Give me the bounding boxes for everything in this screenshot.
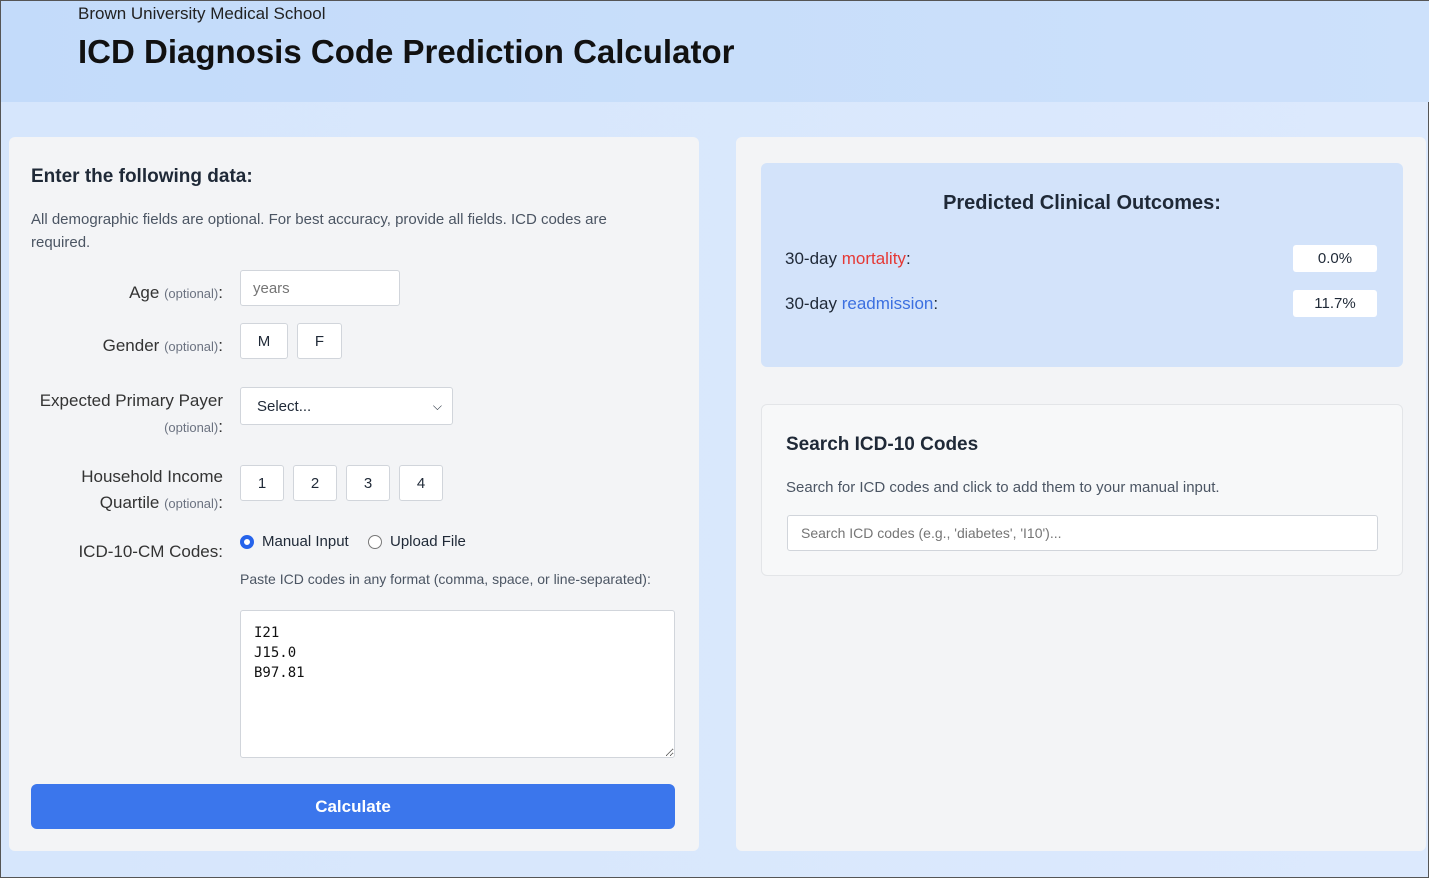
icd-hint: Paste ICD codes in any format (comma, sp… (240, 571, 651, 587)
payer-label: Expected Primary Payer (optional): (39, 391, 223, 436)
income-2-button[interactable]: 2 (293, 465, 337, 501)
radio-selected-icon (240, 534, 254, 549)
optional-tag: (optional) (164, 420, 219, 435)
chevron-down-icon: ⌵ (432, 398, 442, 413)
mortality-label: 30-day mortality: (785, 249, 911, 268)
income-1-button[interactable]: 1 (240, 465, 284, 501)
radio-icon (368, 534, 382, 549)
age-label: Age (optional): (129, 283, 223, 302)
readmission-prefix: 30-day (785, 294, 842, 313)
upload-file-radio[interactable]: Upload File (368, 533, 466, 550)
manual-input-label: Manual Input (262, 533, 349, 550)
search-title: Search ICD-10 Codes (786, 434, 979, 455)
optional-tag: (optional) (164, 286, 219, 301)
mortality-prefix: 30-day (785, 249, 842, 268)
mortality-term: mortality (841, 249, 906, 268)
income-label: Household Income Quartile (optional): (81, 467, 223, 512)
income-label-text2: Quartile (99, 493, 160, 512)
age-input[interactable] (240, 270, 400, 306)
income-label-text: Household Income (81, 467, 223, 486)
outcomes-title: Predicted Clinical Outcomes: (943, 192, 1221, 214)
icd-search-input[interactable] (787, 515, 1378, 551)
form-intro: All demographic fields are optional. For… (31, 211, 607, 251)
form-heading: Enter the following data: (31, 166, 253, 187)
icd-codes-textarea[interactable] (240, 610, 675, 758)
age-label-text: Age (129, 283, 160, 302)
org-name: Brown University Medical School (78, 4, 326, 23)
header: Brown University Medical School ICD Diag… (1, 1, 1429, 102)
income-4-button[interactable]: 4 (399, 465, 443, 501)
optional-tag: (optional) (164, 339, 219, 354)
manual-input-radio[interactable]: Manual Input (240, 533, 349, 550)
payer-selected: Select... (257, 397, 312, 415)
payer-label-text: Expected Primary Payer (39, 391, 223, 410)
gender-label: Gender (optional): (102, 336, 223, 355)
page-title: ICD Diagnosis Code Prediction Calculator (78, 33, 735, 70)
search-panel: Search ICD-10 Codes Search for ICD codes… (761, 404, 1403, 576)
readmission-term: readmission (841, 294, 934, 313)
gender-f-button[interactable]: F (297, 323, 342, 359)
search-description: Search for ICD codes and click to add th… (786, 479, 1220, 496)
upload-file-label: Upload File (390, 533, 466, 550)
optional-tag: (optional) (164, 496, 219, 511)
gender-m-button[interactable]: M (240, 323, 288, 359)
calculate-button[interactable]: Calculate (31, 784, 675, 829)
income-3-button[interactable]: 3 (346, 465, 390, 501)
readmission-label: 30-day readmission: (785, 294, 939, 313)
outcomes-panel: Predicted Clinical Outcomes: 30-day mort… (761, 163, 1403, 367)
payer-select[interactable]: Select... ⌵ (240, 387, 453, 425)
readmission-value: 11.7% (1293, 290, 1377, 317)
gender-label-text: Gender (102, 336, 160, 355)
mortality-value: 0.0% (1293, 245, 1377, 272)
icd-label: ICD-10-CM Codes: (78, 542, 223, 561)
